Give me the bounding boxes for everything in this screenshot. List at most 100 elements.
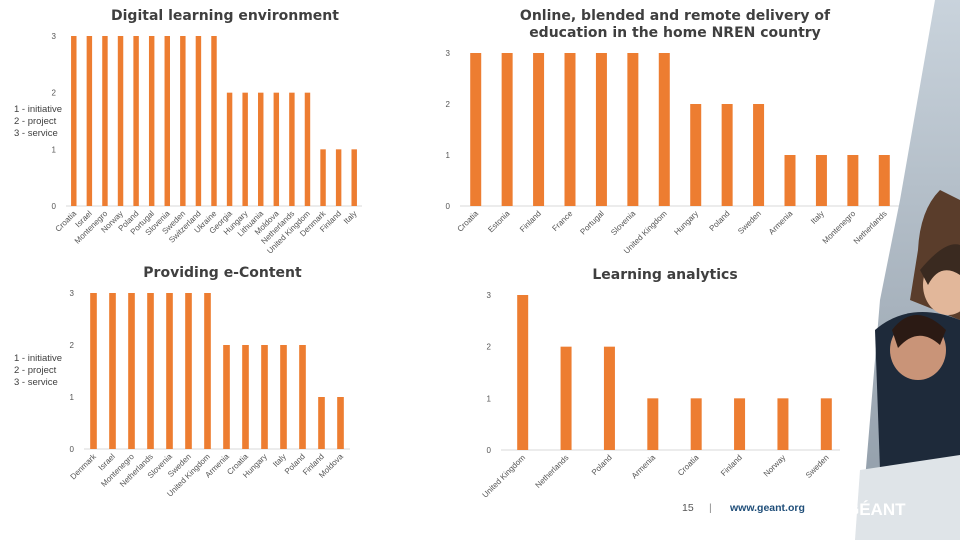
y-tick-label: 1 [70, 393, 75, 402]
page-number: 15 [682, 502, 694, 514]
y-tick-label: 1 [487, 394, 492, 403]
legend-bottom: 1 - initiative 2 - project 3 - service [14, 353, 62, 389]
bar [280, 345, 287, 449]
footer-separator: | [709, 502, 712, 514]
bar [166, 293, 173, 449]
bar [658, 53, 670, 206]
bar [109, 293, 116, 449]
bar [753, 104, 765, 206]
y-tick-label: 2 [487, 343, 492, 352]
bar [351, 149, 357, 206]
y-tick-label: 3 [52, 32, 57, 41]
bar [337, 397, 344, 449]
x-tick-label: Italy [342, 209, 359, 226]
chart-title: Online, blended and remote delivery of e… [519, 8, 831, 41]
x-tick-label: Estonia [486, 209, 512, 235]
x-tick-label: Armenia [630, 453, 658, 481]
bar [470, 53, 482, 206]
chart-title: Digital learning environment [111, 8, 339, 24]
x-tick-label: Finland [518, 209, 543, 234]
bar [318, 397, 325, 449]
bar [815, 155, 827, 206]
legend-item: 3 - service [14, 128, 58, 139]
bar [164, 36, 170, 206]
x-tick-label: Portugal [578, 209, 606, 237]
x-tick-label: Slovenia [609, 209, 637, 237]
bar [261, 345, 268, 449]
y-tick-label: 0 [52, 202, 57, 211]
x-tick-label: Norway [762, 453, 788, 479]
bar [117, 36, 124, 206]
bar [690, 104, 702, 206]
bar [564, 53, 576, 206]
bar [128, 293, 135, 449]
bar [320, 149, 326, 206]
x-tick-label: Finland [719, 453, 744, 478]
svg-text:GÉANT: GÉANT [846, 500, 906, 519]
bar [784, 155, 796, 206]
y-tick-label: 0 [487, 446, 492, 455]
chart-e-content: Providing e-Content 0 1 2 3 Denmark Israel Mon… [0, 260, 440, 540]
bar [180, 36, 186, 206]
bar [560, 346, 572, 450]
bar [533, 53, 545, 206]
y-tick-label: 1 [52, 145, 57, 154]
bar [501, 53, 513, 206]
bar [517, 295, 529, 450]
bar [627, 53, 639, 206]
y-tick-label: 3 [487, 291, 492, 300]
x-tick-label: Netherlands [534, 453, 571, 490]
x-tick-label: Croatia [456, 209, 481, 234]
bar [147, 293, 154, 449]
y-tick-label: 2 [446, 100, 451, 109]
bar [258, 92, 264, 206]
bar [86, 36, 93, 206]
bar [273, 92, 280, 206]
geant-logo: GÉANT [846, 500, 906, 519]
chart-plot: 0 1 2 3 United Kingdom Netherlands Poland Armen… [480, 291, 840, 500]
y-tick-label: 2 [52, 89, 57, 98]
bar [223, 345, 230, 449]
x-tick-label: Sweden [736, 209, 763, 236]
bar [647, 398, 659, 450]
legend-item: 1 - initiative [14, 353, 63, 364]
legend-item: 2 - project [14, 365, 57, 376]
footer-url[interactable]: www.geant.org [730, 502, 805, 514]
legend-top: 1 - initiative 2 - project 3 - service [14, 104, 62, 140]
y-tick-label: 3 [446, 49, 451, 58]
x-tick-label: Denmark [69, 451, 99, 481]
legend-item: 3 - service [14, 377, 58, 388]
bar [204, 293, 211, 449]
bar [195, 36, 202, 206]
bar [148, 36, 155, 206]
chart-title: Providing e-Content [143, 265, 302, 281]
bar [289, 92, 295, 206]
x-tick-label: Hungary [672, 209, 700, 237]
y-tick-label: 0 [70, 445, 75, 454]
bar [595, 53, 607, 206]
bar [102, 36, 108, 206]
bar [721, 104, 733, 206]
bar [690, 398, 702, 450]
y-tick-label: 0 [446, 202, 451, 211]
bar [734, 398, 746, 450]
bar [603, 346, 615, 450]
chart-title: Learning analytics [592, 267, 738, 283]
bar [777, 398, 789, 450]
x-tick-label: France [550, 209, 574, 233]
x-tick-label: Poland [590, 453, 614, 477]
chart-plot: 0123CroatiaIsraelMontenegroNorwayPolandP… [52, 32, 362, 256]
legend-item: 1 - initiative [14, 104, 63, 115]
bar [335, 149, 342, 206]
bar [299, 345, 306, 449]
bar [820, 398, 832, 450]
chart-digital-learning: Digital learning environment 0 1 2 3 Croatia… [0, 0, 440, 260]
x-tick-label: Croatia [676, 453, 701, 478]
chart-learning-analytics: Learning analytics 0 1 2 3 United Kingdom Net… [440, 260, 840, 500]
x-tick-label: United Kingdom [480, 453, 527, 500]
people-photo: GÉANT [846, 0, 960, 540]
chart-online-delivery: Online, blended and remote delivery of e… [440, 0, 920, 260]
bar [242, 92, 248, 206]
bar [185, 293, 192, 449]
